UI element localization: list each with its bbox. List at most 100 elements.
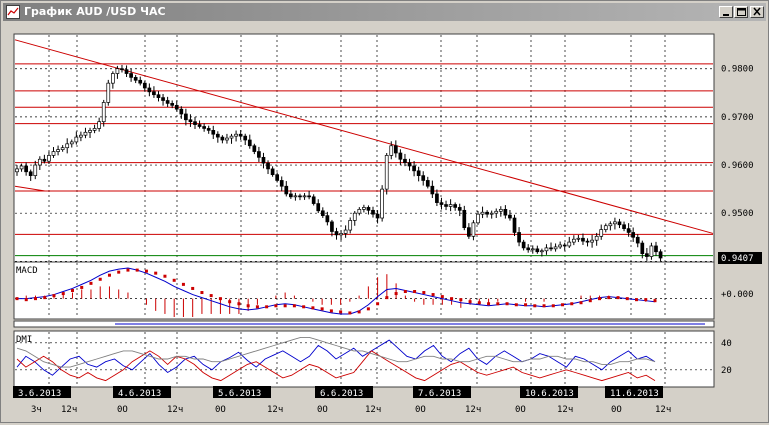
candle-body bbox=[106, 82, 111, 103]
signal-point bbox=[80, 285, 84, 289]
candle-body bbox=[261, 156, 266, 164]
candle-body bbox=[571, 238, 576, 243]
candle-body bbox=[635, 236, 640, 244]
candle-body bbox=[279, 180, 284, 187]
hour-label: 12ч bbox=[465, 405, 481, 415]
candle-body bbox=[247, 139, 252, 147]
minimize-button[interactable] bbox=[719, 6, 733, 18]
candle-body bbox=[567, 241, 572, 247]
signal-point bbox=[468, 300, 472, 304]
candle-body bbox=[526, 247, 531, 251]
candle-body bbox=[384, 155, 389, 190]
candle-body bbox=[485, 211, 489, 215]
candle-body bbox=[444, 204, 448, 207]
candle-body bbox=[79, 134, 83, 138]
candle-body bbox=[37, 158, 42, 166]
candle-body bbox=[147, 87, 152, 93]
signal-point bbox=[126, 268, 130, 272]
hour-label: 0О bbox=[415, 405, 426, 415]
date-label: 4.6.2013 bbox=[118, 389, 161, 399]
candle-body bbox=[60, 147, 65, 150]
candle-body bbox=[576, 237, 581, 240]
candle-body bbox=[325, 215, 330, 223]
candle-body bbox=[613, 221, 617, 225]
candle-body bbox=[229, 135, 234, 139]
candle-body bbox=[152, 91, 156, 96]
signal-point bbox=[15, 297, 19, 301]
signal-point bbox=[533, 304, 537, 308]
macd-line bbox=[17, 267, 656, 315]
signal-point bbox=[135, 268, 139, 272]
candle-body bbox=[174, 104, 179, 110]
candle-body bbox=[581, 237, 585, 242]
candle-body bbox=[161, 97, 165, 101]
candle-body bbox=[92, 128, 97, 131]
signal-point bbox=[61, 292, 65, 296]
chart-svg[interactable]: 0.9800 0.9700 0.9600 0.9500 0.9407 MACD +0.0… bbox=[5, 25, 766, 420]
signal-point bbox=[98, 277, 102, 281]
candle-body bbox=[252, 145, 257, 152]
date-label-badge bbox=[213, 386, 271, 398]
candle-body bbox=[471, 222, 476, 237]
candle-body bbox=[375, 213, 380, 219]
candle-body bbox=[517, 232, 521, 243]
signal-point bbox=[413, 290, 417, 294]
dmi-minus-line bbox=[16, 350, 656, 382]
candle-body bbox=[19, 165, 24, 170]
hour-label: 0О bbox=[515, 405, 526, 415]
candle-body bbox=[393, 145, 398, 154]
signal-point bbox=[209, 294, 213, 298]
candle-body bbox=[448, 204, 453, 207]
candle-body bbox=[65, 143, 70, 149]
candle-body bbox=[544, 247, 549, 252]
chart-app-icon bbox=[6, 5, 20, 19]
candle-body bbox=[316, 203, 321, 212]
signal-point bbox=[579, 301, 583, 305]
candle-body bbox=[225, 137, 229, 141]
candle-body bbox=[88, 130, 92, 133]
hour-label: 12ч bbox=[655, 405, 671, 415]
hour-label: 12ч bbox=[267, 405, 283, 415]
candle-body bbox=[97, 121, 102, 129]
maximize-icon bbox=[737, 8, 746, 16]
macd-plot bbox=[15, 267, 713, 317]
title-bar[interactable]: График AUD /USD ЧАС bbox=[3, 3, 766, 21]
signal-point bbox=[644, 298, 648, 302]
current-price-label: 0.9407 bbox=[721, 254, 754, 264]
candle-body bbox=[631, 232, 636, 238]
candle-body bbox=[430, 185, 435, 195]
signal-point bbox=[570, 302, 574, 306]
candle-body bbox=[421, 175, 426, 181]
signal-point bbox=[311, 306, 315, 310]
candle-body bbox=[658, 251, 663, 259]
dmi-tick-label: 20 bbox=[721, 366, 732, 376]
candle-body bbox=[494, 210, 499, 214]
dmi-axis: 40 20 bbox=[721, 339, 732, 376]
candle-body bbox=[129, 73, 133, 78]
candle-body bbox=[366, 207, 371, 211]
date-label-badge bbox=[315, 386, 373, 398]
maximize-button[interactable] bbox=[734, 6, 748, 18]
signal-point bbox=[561, 303, 565, 307]
signal-point bbox=[191, 286, 195, 290]
candle-body bbox=[457, 207, 462, 211]
hour-label: 0О bbox=[215, 405, 226, 415]
candle-body bbox=[51, 151, 56, 156]
candle-body bbox=[508, 214, 512, 219]
macd-title: MACD bbox=[16, 266, 38, 276]
dmi-panel bbox=[13, 330, 715, 388]
candle-body bbox=[439, 202, 444, 205]
candle-body bbox=[257, 151, 261, 158]
signal-point bbox=[431, 293, 435, 297]
macd-panel bbox=[13, 261, 715, 320]
signal-point bbox=[653, 299, 657, 303]
candle-body bbox=[133, 77, 138, 81]
candle-body bbox=[435, 193, 439, 203]
candle-body bbox=[307, 195, 311, 198]
candle-body bbox=[56, 149, 60, 152]
signal-point bbox=[33, 297, 37, 301]
close-button[interactable] bbox=[750, 6, 764, 18]
candle-body bbox=[156, 94, 161, 98]
signal-point bbox=[255, 305, 259, 309]
